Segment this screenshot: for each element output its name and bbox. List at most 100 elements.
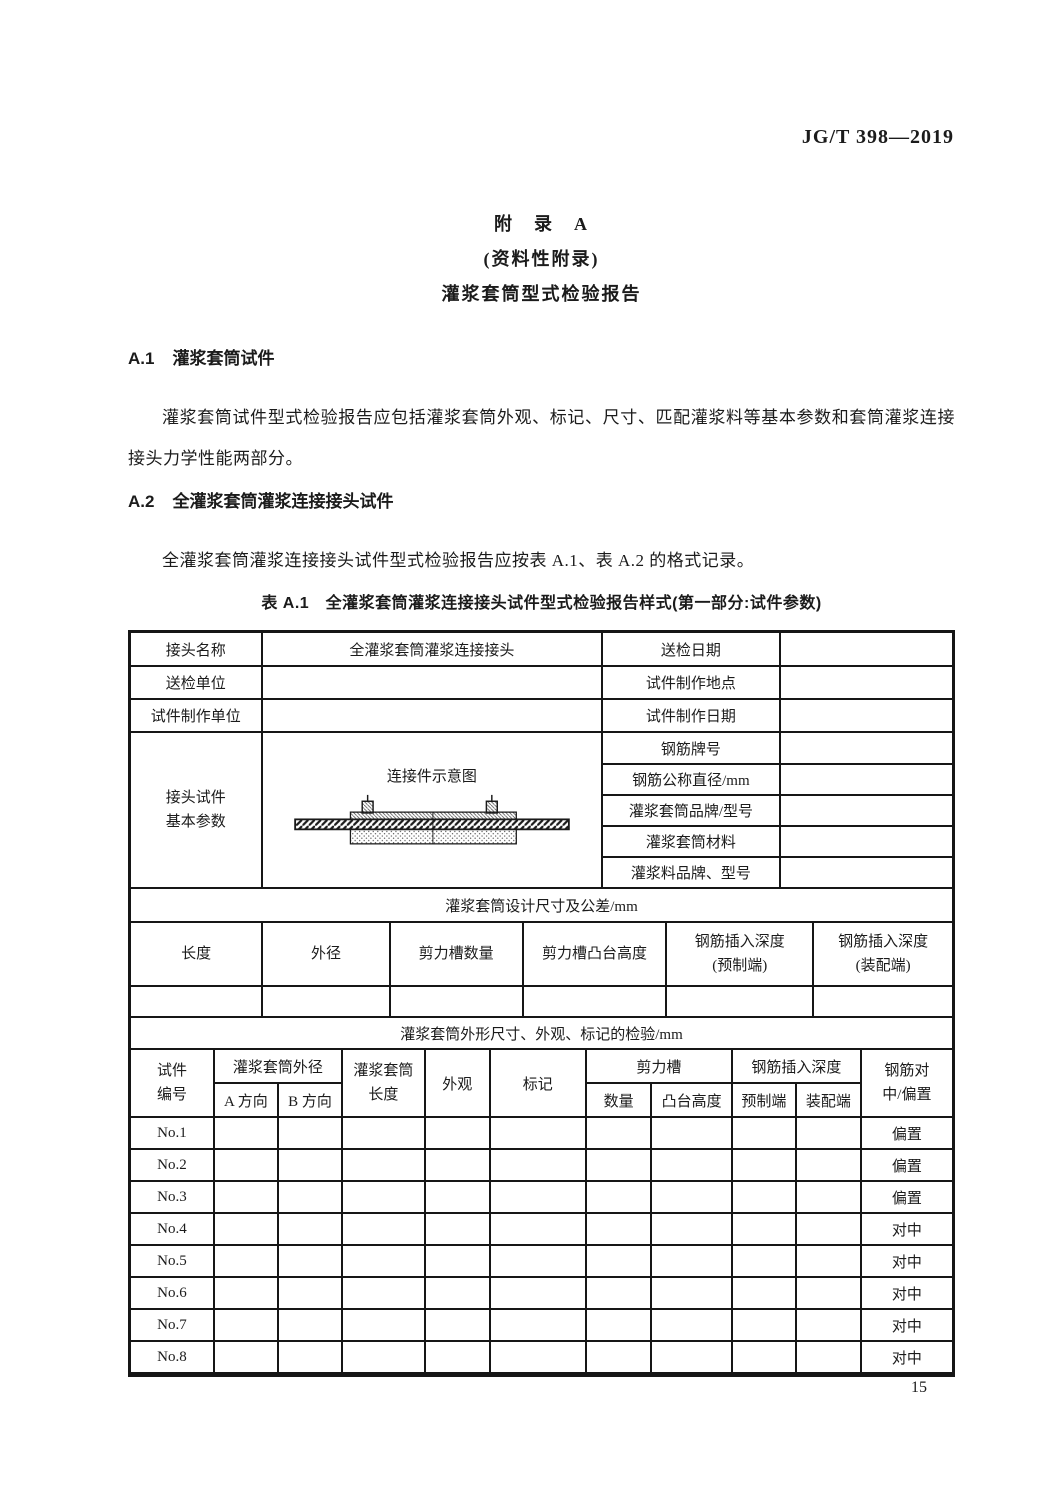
specimen-row: No.4 对中 [131, 1213, 952, 1246]
value-cell [261, 699, 604, 733]
label-cell: 接头名称 [131, 633, 263, 667]
empty-cell [213, 1117, 279, 1150]
col-outer-diameter: 灌浆套筒外径 [213, 1049, 343, 1084]
table-a1-caption: 表 A.1 全灌浆套筒灌浆连接接头试件型式检验报告样式(第一部分:试件参数) [261, 595, 822, 612]
param-value [779, 764, 952, 796]
table-row: 灌浆套筒品牌/型号 [131, 795, 952, 827]
page-number: 15 [911, 1379, 927, 1396]
empty-cell [424, 1277, 491, 1310]
specimen-row: No.7 对中 [131, 1309, 952, 1342]
empty-cell [341, 1213, 426, 1246]
inspection-header-row-1: 试件 编号 灌浆套筒外径 灌浆套筒 长度 外观 标记 剪力槽 钢筋插入深度 钢筋… [131, 1049, 952, 1118]
label-cell: 送检单位 [131, 666, 263, 700]
empty-cell [795, 1277, 862, 1310]
param-value [779, 857, 952, 889]
col-marking: 标记 [489, 1049, 587, 1118]
col-direction-b: B 方向 [277, 1083, 343, 1118]
empty-cell [489, 1341, 587, 1374]
empty-cell [666, 986, 815, 1018]
empty-cell [651, 1117, 733, 1150]
section-a1-heading: A.1 灌浆套筒试件 [128, 344, 274, 369]
sleeve-connector-diagram [294, 794, 570, 845]
table-row: 灌浆料品牌、型号 [131, 857, 952, 889]
label-cell: 送检日期 [602, 633, 781, 667]
empty-cell [277, 1213, 343, 1246]
empty-cell [424, 1149, 491, 1182]
diagram-title: 连接件示意图 [386, 769, 477, 785]
empty-cell [651, 1181, 733, 1214]
design-col-header: 钢筋插入深度 (装配端) [813, 922, 952, 987]
design-dimensions-table: 灌浆套筒设计尺寸及公差/mm 长度 外径 剪力槽数量 剪力槽凸台高度 钢筋插入深… [131, 889, 952, 1018]
empty-cell [341, 1181, 426, 1214]
col-sleeve-length: 灌浆套筒 长度 [341, 1049, 426, 1118]
section-a2-paragraph: 全灌浆套筒灌浆连接接头试件型式检验报告应按表 A.1、表 A.2 的格式记录。 [162, 551, 755, 570]
empty-cell [731, 1117, 797, 1150]
specimen-no-cell: No.2 [131, 1149, 215, 1182]
empty-cell [213, 1341, 279, 1374]
empty-cell [795, 1341, 862, 1374]
params-label-line1: 接头试件 [165, 790, 226, 806]
param-label: 钢筋牌号 [602, 733, 781, 765]
col-shear-groove: 剪力槽 [585, 1049, 733, 1084]
col-specimen-no: 试件 编号 [131, 1049, 215, 1118]
inspection-header-row-2: A 方向 B 方向 数量 凸台高度 预制端 装配端 [131, 1083, 952, 1118]
specimen-no-cell: No.7 [131, 1309, 215, 1342]
param-value [779, 733, 952, 765]
empty-cell [277, 1309, 343, 1342]
section-a2-heading: A.2 全灌浆套筒灌浆连接接头试件 [128, 487, 393, 512]
params-label-line2: 基本参数 [165, 814, 226, 830]
empty-cell [277, 1277, 343, 1310]
empty-cell [651, 1245, 733, 1278]
col-rebar-alignment: 钢筋对 中/偏置 [860, 1049, 952, 1118]
alignment-cell: 对中 [860, 1213, 952, 1246]
empty-cell [424, 1213, 491, 1246]
alignment-cell: 对中 [860, 1277, 952, 1310]
empty-cell [341, 1245, 426, 1278]
empty-cell [213, 1277, 279, 1310]
empty-cell [341, 1277, 426, 1310]
col-boss-height: 凸台高度 [651, 1083, 733, 1118]
empty-cell [731, 1277, 797, 1310]
design-col-header: 剪力槽数量 [389, 922, 524, 987]
empty-cell [489, 1277, 587, 1310]
empty-cell [731, 1213, 797, 1246]
section-a1-paragraph: 灌浆套筒试件型式检验报告应包括灌浆套筒外观、标记、尺寸、匹配灌浆料等基本参数和套… [128, 408, 955, 468]
table-row: 接头名称 全灌浆套筒灌浆连接接头 送检日期 [131, 633, 952, 667]
table-row: 试件制作单位 试件制作日期 [131, 699, 952, 733]
alignment-cell: 对中 [860, 1245, 952, 1278]
param-value [779, 795, 952, 827]
empty-cell [424, 1117, 491, 1150]
empty-cell [585, 1213, 653, 1246]
inspection-table: 灌浆套筒外形尺寸、外观、标记的检验/mm 试件 编号 灌浆套筒外径 灌浆套筒 长… [131, 1018, 952, 1374]
empty-cell [489, 1213, 587, 1246]
col-assembly-end: 装配端 [795, 1083, 862, 1118]
specimen-row: No.5 对中 [131, 1245, 952, 1278]
empty-cell [585, 1117, 653, 1150]
table-row: 钢筋公称直径/mm [131, 764, 952, 796]
specimen-no-cell: No.3 [131, 1181, 215, 1214]
empty-cell [651, 1149, 733, 1182]
param-label: 灌浆套筒材料 [602, 826, 781, 858]
specimen-row: No.2 偏置 [131, 1149, 952, 1182]
empty-cell [262, 986, 391, 1018]
table-row: 灌浆套筒材料 [131, 826, 952, 858]
empty-cell [651, 1213, 733, 1246]
specimen-no-cell: No.5 [131, 1245, 215, 1278]
appendix-label: 附 录 A [494, 214, 589, 234]
empty-cell [341, 1149, 426, 1182]
inspection-section-header: 灌浆套筒外形尺寸、外观、标记的检验/mm [131, 1018, 952, 1050]
empty-cell [795, 1149, 862, 1182]
empty-cell [489, 1181, 587, 1214]
empty-cell [731, 1245, 797, 1278]
empty-cell [585, 1181, 653, 1214]
connector-diagram-cell: 连接件示意图 [261, 733, 604, 889]
param-label: 灌浆套筒品牌/型号 [602, 795, 781, 827]
alignment-cell: 偏置 [860, 1181, 952, 1214]
empty-cell [795, 1181, 862, 1214]
empty-cell [585, 1309, 653, 1342]
empty-cell [277, 1341, 343, 1374]
empty-cell [277, 1117, 343, 1150]
design-section-header: 灌浆套筒设计尺寸及公差/mm [131, 889, 952, 923]
empty-cell [213, 1309, 279, 1342]
design-col-header: 长度 [131, 922, 264, 987]
